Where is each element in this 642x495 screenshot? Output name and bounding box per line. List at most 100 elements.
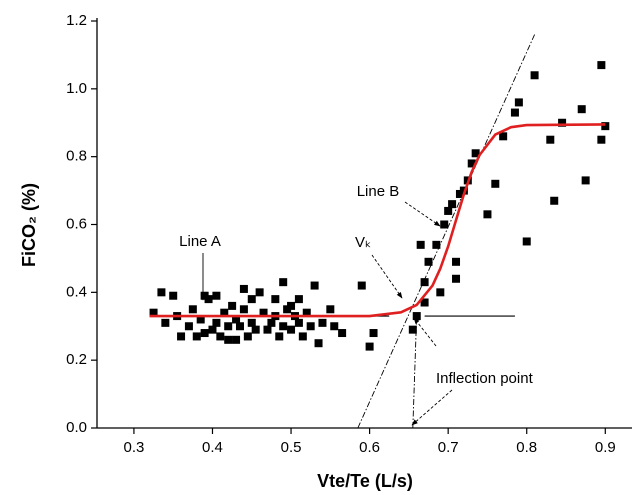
y-tick-label: 1.2 xyxy=(66,12,87,29)
data-point xyxy=(302,308,311,317)
x-tick-label: 0.4 xyxy=(202,439,223,456)
y-tick-label: 0.2 xyxy=(66,351,87,368)
data-point xyxy=(192,332,201,341)
y-tick-label: 0.4 xyxy=(66,283,87,300)
data-point xyxy=(232,335,241,344)
annotation-arrow xyxy=(413,317,437,347)
data-point xyxy=(491,179,500,188)
annotation-arrow xyxy=(404,201,441,227)
data-point xyxy=(530,71,539,80)
data-point xyxy=(420,298,429,307)
data-point xyxy=(255,288,264,297)
data-point xyxy=(471,149,480,158)
data-point xyxy=(251,325,260,334)
data-point xyxy=(306,322,315,331)
data-point xyxy=(581,176,590,185)
data-point xyxy=(200,329,209,338)
data-point xyxy=(196,315,205,324)
data-point xyxy=(271,295,280,304)
data-point xyxy=(326,305,335,314)
x-tick-label: 0.7 xyxy=(438,439,459,456)
data-point xyxy=(204,295,213,304)
data-point xyxy=(212,318,221,327)
data-point xyxy=(149,308,158,317)
data-point xyxy=(220,308,229,317)
x-tick-label: 0.6 xyxy=(359,439,380,456)
y-tick-label: 0.0 xyxy=(66,419,87,436)
data-point xyxy=(208,325,217,334)
data-point xyxy=(514,98,523,107)
x-tick-label: 0.5 xyxy=(281,439,302,456)
data-point xyxy=(365,342,374,351)
data-point xyxy=(177,332,186,341)
data-point xyxy=(448,200,457,209)
data-point xyxy=(467,159,476,168)
data-point xyxy=(558,118,567,127)
data-point xyxy=(338,329,347,338)
data-point xyxy=(243,332,252,341)
data-point xyxy=(279,322,288,331)
data-point xyxy=(169,291,178,300)
annotation-arrow xyxy=(371,254,403,299)
data-point xyxy=(452,274,461,283)
data-point xyxy=(310,281,319,290)
x-tick-label: 0.9 xyxy=(595,439,616,456)
data-point xyxy=(157,288,166,297)
data-point xyxy=(239,305,248,314)
data-point xyxy=(247,295,256,304)
annotation: Vₖ xyxy=(355,234,371,251)
data-point xyxy=(161,318,170,327)
data-point xyxy=(247,318,256,327)
reference-line xyxy=(357,34,535,429)
data-point xyxy=(232,315,241,324)
annotation: Inflection point xyxy=(436,370,534,387)
data-point xyxy=(239,284,248,293)
data-point xyxy=(510,108,519,117)
fit-curve xyxy=(149,123,606,318)
data-point xyxy=(212,291,221,300)
x-tick-label: 0.3 xyxy=(123,439,144,456)
data-point xyxy=(228,301,237,310)
data-point xyxy=(424,257,433,266)
data-point xyxy=(432,240,441,249)
data-point xyxy=(287,301,296,310)
data-point xyxy=(369,329,378,338)
y-axis-label: FiCO₂ (%) xyxy=(19,183,39,267)
data-point xyxy=(577,105,586,114)
data-point xyxy=(188,305,197,314)
data-point xyxy=(550,196,559,205)
data-point xyxy=(267,318,276,327)
data-point xyxy=(597,61,606,70)
annotation: Line A xyxy=(179,233,221,250)
data-point xyxy=(298,332,307,341)
y-tick-label: 0.8 xyxy=(66,148,87,165)
data-point xyxy=(259,308,268,317)
data-point xyxy=(452,257,461,266)
data-point xyxy=(597,135,606,144)
data-point xyxy=(412,312,421,321)
data-point xyxy=(263,325,272,334)
annotation: Line B xyxy=(357,183,400,200)
data-point xyxy=(318,318,327,327)
data-point xyxy=(436,288,445,297)
y-tick-label: 1.0 xyxy=(66,80,87,97)
data-point xyxy=(444,206,453,215)
data-point xyxy=(279,278,288,287)
data-point xyxy=(275,332,284,341)
data-point xyxy=(224,335,233,344)
data-point xyxy=(408,325,417,334)
data-point xyxy=(499,132,508,141)
data-point xyxy=(357,281,366,290)
data-point xyxy=(287,325,296,334)
x-axis-label: Vte/Te (L/s) xyxy=(317,471,413,491)
data-point xyxy=(416,240,425,249)
y-tick-label: 0.6 xyxy=(66,215,87,232)
data-point xyxy=(294,295,303,304)
data-point xyxy=(330,322,339,331)
data-point xyxy=(314,339,323,348)
data-point xyxy=(483,210,492,219)
data-point xyxy=(522,237,531,246)
annotation-arrow xyxy=(411,389,453,426)
data-point xyxy=(440,220,449,229)
